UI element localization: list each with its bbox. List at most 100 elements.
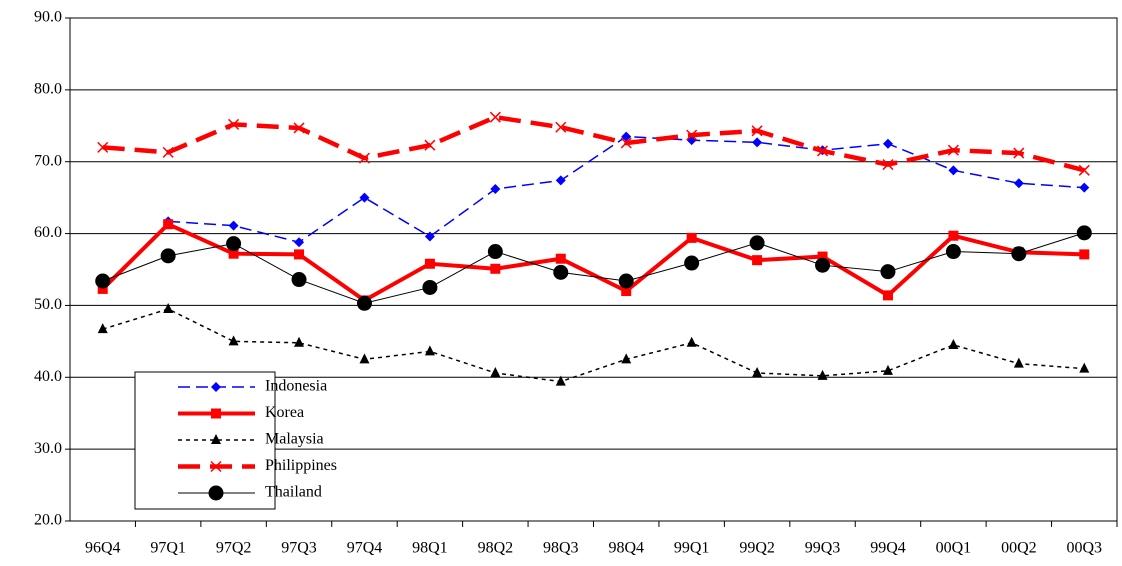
- data-point: [1078, 164, 1090, 176]
- data-point: [555, 121, 567, 133]
- data-point: [1079, 362, 1090, 373]
- legend-marker: [211, 408, 221, 419]
- data-point: [882, 159, 894, 171]
- data-point: [294, 237, 305, 248]
- data-point: [621, 353, 632, 364]
- data-point: [1079, 182, 1090, 193]
- x-tick-label: 99Q3: [805, 540, 841, 557]
- data-point: [555, 375, 566, 386]
- data-point: [945, 244, 961, 260]
- y-tick-label: 90.0: [34, 9, 62, 26]
- y-tick-label: 70.0: [34, 152, 62, 169]
- data-point: [880, 264, 896, 280]
- legend-label: Malaysia: [265, 431, 324, 448]
- data-point: [162, 146, 174, 158]
- legend-label: Indonesia: [265, 378, 327, 395]
- x-tick-label: 99Q2: [739, 540, 775, 557]
- data-point: [490, 184, 501, 195]
- data-point: [1013, 178, 1024, 189]
- series-line: [101, 221, 1085, 303]
- x-tick-label: 00Q1: [936, 540, 972, 557]
- data-point: [817, 145, 829, 157]
- x-tick-label: 98Q4: [608, 540, 644, 557]
- data-point: [621, 286, 632, 297]
- data-point: [620, 137, 632, 149]
- data-point: [684, 255, 700, 271]
- data-point: [97, 323, 108, 334]
- data-point: [751, 125, 763, 137]
- data-point: [686, 129, 698, 141]
- data-point: [490, 366, 501, 377]
- x-tick-label: 99Q1: [674, 540, 710, 557]
- x-tick-label: 98Q2: [478, 540, 514, 557]
- data-point: [293, 122, 305, 134]
- data-point: [752, 255, 763, 266]
- legend-label: Korea: [265, 404, 304, 421]
- x-tick-label: 97Q2: [216, 540, 252, 557]
- data-point: [294, 336, 305, 347]
- data-point: [422, 279, 438, 295]
- data-point: [291, 272, 307, 288]
- x-tick-label: 97Q1: [150, 540, 186, 557]
- y-tick-label: 30.0: [34, 440, 62, 457]
- y-tick-label: 50.0: [34, 296, 62, 313]
- data-point: [228, 248, 239, 259]
- data-point: [948, 165, 959, 176]
- data-point: [424, 231, 435, 242]
- data-point: [1013, 147, 1025, 159]
- series-line: [102, 308, 1085, 383]
- data-point: [487, 244, 503, 260]
- data-point: [815, 257, 831, 273]
- data-point: [947, 144, 959, 156]
- data-point: [97, 283, 108, 294]
- x-tick-label: 99Q4: [870, 540, 906, 557]
- data-point: [359, 192, 370, 203]
- series-line: [102, 232, 1085, 304]
- data-point: [358, 152, 370, 164]
- data-point: [882, 290, 893, 301]
- legend-marker: [211, 434, 221, 444]
- data-point: [160, 248, 176, 264]
- data-point: [490, 263, 501, 274]
- legend-marker: [208, 485, 224, 501]
- data-point: [555, 175, 566, 186]
- x-tick-label: 00Q3: [1067, 540, 1103, 557]
- legend-marker: [211, 382, 221, 392]
- data-point: [97, 141, 109, 153]
- x-tick-label: 98Q1: [412, 540, 448, 557]
- data-point: [228, 220, 239, 231]
- y-tick-label: 60.0: [34, 224, 62, 241]
- data-point: [752, 137, 763, 148]
- data-point: [356, 295, 372, 311]
- data-point: [686, 232, 697, 243]
- x-tick-label: 97Q4: [347, 540, 383, 557]
- data-point: [686, 336, 697, 347]
- data-point: [817, 251, 828, 262]
- x-tick-label: 98Q3: [543, 540, 579, 557]
- data-point: [948, 230, 959, 241]
- data-point: [1079, 249, 1090, 260]
- legend: Indonesia Korea Malaysia Philippines Thailan…: [134, 371, 337, 510]
- data-point: [553, 264, 569, 280]
- x-tick-label: 00Q2: [1001, 540, 1037, 557]
- data-point: [752, 366, 763, 377]
- data-point: [294, 249, 305, 260]
- legend-marker: [210, 460, 222, 473]
- data-point: [621, 131, 632, 142]
- data-point: [226, 236, 242, 252]
- data-point: [424, 139, 436, 151]
- data-point: [817, 369, 828, 380]
- data-point: [163, 303, 174, 314]
- y-tick-label: 80.0: [34, 81, 62, 98]
- data-point: [228, 335, 239, 346]
- data-point: [749, 235, 765, 251]
- data-point: [618, 273, 634, 289]
- y-tick-label: 40.0: [34, 368, 62, 385]
- data-point: [228, 118, 240, 130]
- data-point: [163, 219, 174, 230]
- legend-label: Thailand: [265, 484, 322, 501]
- data-point: [948, 338, 959, 349]
- data-point: [882, 138, 893, 149]
- data-point: [882, 364, 893, 375]
